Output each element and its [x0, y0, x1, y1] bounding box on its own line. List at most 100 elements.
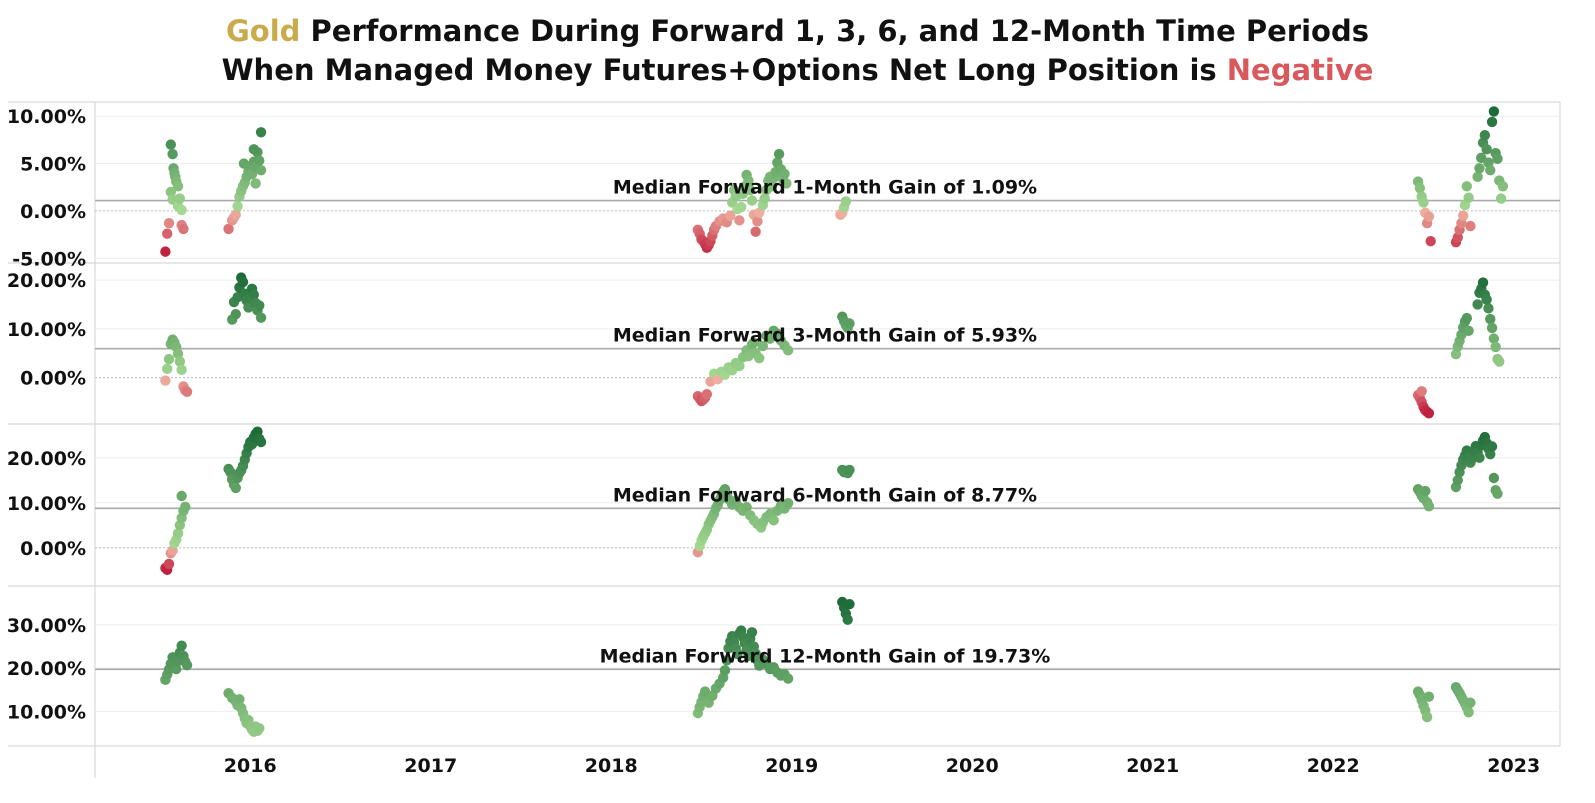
data-point [1486, 441, 1498, 452]
chart-title: Gold Performance During Forward 1, 3, 6,… [0, 12, 1595, 90]
median-label: Median Forward 3-Month Gain of 5.93% [613, 325, 1037, 347]
data-point [230, 309, 241, 320]
data-point [743, 175, 754, 186]
data-point [766, 181, 778, 192]
data-point [844, 318, 855, 329]
data-point [1481, 144, 1492, 155]
y-tick-label: 10.00% [7, 493, 86, 515]
data-point [176, 490, 187, 502]
data-point [255, 127, 267, 138]
data-point [1465, 697, 1476, 708]
x-tick-label: 2016 [224, 755, 277, 777]
data-point [176, 640, 187, 651]
data-point [162, 228, 173, 239]
data-point [701, 389, 713, 400]
data-point [752, 216, 763, 227]
data-point [237, 276, 249, 288]
data-point [1492, 488, 1503, 499]
data-point [1495, 193, 1507, 204]
data-point [768, 515, 779, 526]
data-point [162, 363, 173, 375]
median-lines [95, 199, 1560, 671]
x-tick-label: 2022 [1307, 755, 1360, 777]
data-point [255, 436, 267, 448]
data-point [1486, 116, 1498, 128]
x-tick-label: 2023 [1487, 755, 1540, 777]
data-point [1486, 322, 1498, 334]
data-point [782, 345, 794, 356]
x-tick-label: 2019 [765, 755, 818, 777]
data-point [1423, 211, 1435, 222]
title-line-1-text: Performance During Forward 1, 3, 6, and … [300, 14, 1369, 48]
median-label: Median Forward 6-Month Gain of 8.77% [613, 484, 1037, 506]
data-point [1463, 325, 1474, 337]
data-point [719, 665, 731, 676]
data-point [180, 501, 191, 512]
data-point [735, 201, 747, 213]
data-point [779, 168, 790, 180]
data-point [1421, 711, 1433, 723]
data-point [734, 215, 745, 226]
data-point [746, 195, 758, 206]
data-point [1461, 181, 1473, 192]
data-point [1485, 164, 1496, 176]
y-tick-label: 0.00% [20, 201, 86, 223]
data-point [757, 340, 769, 352]
data-point [255, 164, 267, 176]
panel-separators [8, 101, 1561, 778]
data-points [160, 106, 1509, 737]
title-line-1: Gold Performance During Forward 1, 3, 6,… [0, 12, 1595, 51]
data-point [1494, 356, 1505, 367]
data-point [773, 148, 785, 160]
y-tick-label: 10.00% [7, 106, 86, 128]
title-highlight-gold: Gold [225, 14, 301, 48]
y-tick-label: 20.00% [7, 448, 86, 470]
data-point [782, 498, 794, 509]
data-point [176, 204, 187, 216]
data-point [844, 464, 855, 476]
data-point [167, 148, 178, 160]
data-point [1450, 349, 1462, 360]
data-point [160, 375, 171, 386]
x-tick-label: 2017 [404, 755, 457, 777]
data-point [172, 348, 184, 359]
data-point [1483, 303, 1494, 314]
y-tick-label: 0.00% [20, 368, 86, 390]
data-point [1461, 312, 1473, 324]
data-point [782, 673, 794, 684]
data-point [172, 181, 184, 192]
data-point [1474, 163, 1485, 174]
data-point [781, 178, 792, 189]
data-point [181, 659, 193, 671]
data-point [725, 210, 736, 221]
data-point [754, 352, 765, 364]
data-point [230, 482, 241, 494]
data-point [844, 598, 855, 610]
data-point [1423, 691, 1435, 702]
data-point [230, 209, 241, 220]
data-point [1452, 475, 1463, 486]
data-point [1481, 294, 1492, 305]
data-point [174, 193, 186, 204]
data-point [174, 356, 186, 367]
data-point [172, 528, 184, 539]
data-point [745, 184, 756, 196]
data-point [1414, 182, 1426, 194]
y-tick-label: 20.00% [7, 658, 86, 680]
data-point [1472, 171, 1483, 183]
data-point [1425, 236, 1436, 247]
data-point [254, 300, 265, 311]
data-point [1463, 192, 1474, 203]
data-point [255, 312, 267, 323]
data-point [840, 196, 852, 207]
data-point [1490, 341, 1501, 353]
x-tick-label: 2021 [1126, 755, 1179, 777]
y-tick-label: -5.00% [12, 248, 86, 270]
data-point [171, 663, 182, 675]
y-tick-label: 10.00% [7, 701, 86, 723]
title-highlight-negative: Negative [1226, 53, 1374, 87]
data-point [1423, 408, 1435, 419]
data-point [160, 246, 171, 257]
data-point [163, 353, 175, 365]
